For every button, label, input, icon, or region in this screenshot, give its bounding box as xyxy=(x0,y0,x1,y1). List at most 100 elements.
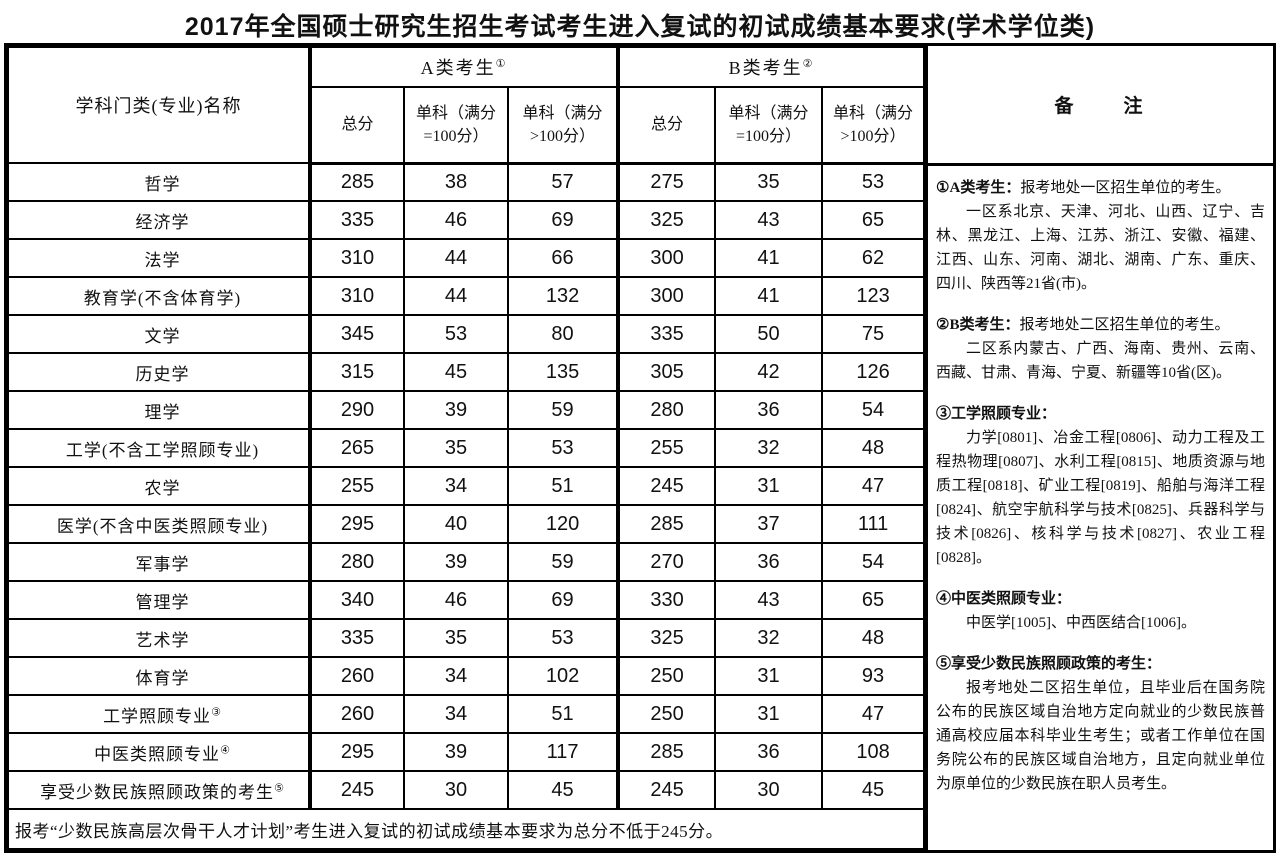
remarks-header: 备 注 xyxy=(928,46,1273,166)
remark-note: ④中医类照顾专业： 中医学[1005]、中西医结合[1006]。 xyxy=(936,587,1265,635)
table-row: 中医类照顾专业④ 295 39 117 285 36 108 xyxy=(7,732,926,772)
score-cell-b-gt100: 75 xyxy=(821,314,926,354)
score-cell-b-total: 330 xyxy=(616,580,717,620)
sub-header-row: 总分 单科（满分=100分） 单科（满分>100分） 总分 单科（满分=100分… xyxy=(8,86,926,165)
remark-note-text: 中医学[1005]、中西医结合[1006]。 xyxy=(966,615,1197,631)
scores-table: 学科门类(专业)名称 A类考生① B类考生② 总分 单科（满分=100分） 单科… xyxy=(6,46,926,850)
score-cell-a-gt100: 59 xyxy=(506,542,620,582)
remark-note-heading: ③工学照顾专业： xyxy=(936,402,1265,426)
score-cell-a-gt100: 117 xyxy=(506,732,620,772)
subject-label: 哲学 xyxy=(144,174,181,194)
table-row: 理学 290 39 59 280 36 54 xyxy=(7,390,926,430)
score-cell-b-eq100: 32 xyxy=(714,618,824,658)
score-cell-b-total: 270 xyxy=(616,542,717,582)
remark-note: ②B类考生：报考地处二区招生单位的考生。 二区系内蒙古、广西、海南、贵州、云南、… xyxy=(936,313,1265,385)
score-cell-a-gt100: 53 xyxy=(506,428,620,468)
score-cell-a-total: 295 xyxy=(308,732,405,772)
subject-label: 医学(不含中医类照顾专业) xyxy=(56,516,269,536)
score-cell-b-total: 285 xyxy=(616,732,717,772)
table-row: 教育学(不含体育学) 310 44 132 300 41 123 xyxy=(7,276,926,316)
score-cell-a-gt100: 69 xyxy=(506,580,620,620)
subject-cell: 艺术学 xyxy=(7,618,311,658)
subject-label: 文学 xyxy=(144,326,181,346)
table-row: 管理学 340 46 69 330 43 65 xyxy=(7,580,926,620)
score-cell-b-gt100: 62 xyxy=(821,238,926,278)
header-b-total: 总分 xyxy=(616,86,717,165)
subject-cell: 农学 xyxy=(7,466,311,506)
table-row: 哲学 285 38 57 275 35 53 xyxy=(7,162,926,202)
score-cell-a-total: 340 xyxy=(308,580,405,620)
remarks-body: ①A类考生：报考地处一区招生单位的考生。 一区系北京、天津、河北、山西、辽宁、吉… xyxy=(928,166,1273,850)
score-cell-b-gt100: 47 xyxy=(821,466,926,506)
score-cell-a-gt100: 135 xyxy=(506,352,620,392)
table-row: 文学 345 53 80 335 50 75 xyxy=(7,314,926,354)
remark-note: ③工学照顾专业： 力学[0801]、冶金工程[0806]、动力工程及工程热物理[… xyxy=(936,402,1265,570)
remark-note: ⑤享受少数民族照顾政策的考生： 报考地处二区招生单位，且毕业后在国务院公布的民族… xyxy=(936,652,1265,796)
header-b-single-eq100: 单科（满分=100分） xyxy=(714,86,824,165)
subject-cell: 医学(不含中医类照顾专业) xyxy=(7,504,311,544)
remark-note-intro: 报考地处二区招生单位的考生。 xyxy=(1019,317,1230,333)
header-a-single-gt100: 单科（满分>100分） xyxy=(506,86,620,165)
subject-footnote-mark: ③ xyxy=(211,705,222,718)
score-cell-a-gt100: 80 xyxy=(506,314,620,354)
score-cell-b-gt100: 48 xyxy=(821,428,926,468)
table-row: 工学照顾专业③ 260 34 51 250 31 47 xyxy=(7,694,926,734)
score-cell-a-eq100: 40 xyxy=(403,504,509,544)
table-row: 经济学 335 46 69 325 43 65 xyxy=(7,200,926,240)
score-cell-b-eq100: 31 xyxy=(714,466,824,506)
subject-cell: 管理学 xyxy=(7,580,311,620)
score-cell-a-eq100: 34 xyxy=(403,694,509,734)
subject-cell: 中医类照顾专业④ xyxy=(7,732,311,772)
score-cell-a-eq100: 53 xyxy=(403,314,509,354)
subject-label: 中医类照顾专业 xyxy=(94,744,221,764)
remark-note-label: ③工学照顾专业： xyxy=(936,406,1057,422)
score-cell-b-eq100: 41 xyxy=(714,276,824,316)
score-cell-b-total: 245 xyxy=(616,770,717,810)
header-b-single-gt100: 单科（满分>100分） xyxy=(821,86,926,165)
score-cell-a-total: 290 xyxy=(308,390,405,430)
score-cell-b-total: 255 xyxy=(616,428,717,468)
score-cell-b-eq100: 30 xyxy=(714,770,824,810)
score-cell-a-eq100: 44 xyxy=(403,238,509,278)
score-cell-b-eq100: 31 xyxy=(714,694,824,734)
score-cell-a-eq100: 35 xyxy=(403,428,509,468)
score-cell-a-eq100: 45 xyxy=(403,352,509,392)
score-cell-b-gt100: 108 xyxy=(821,732,926,772)
score-cell-a-total: 345 xyxy=(308,314,405,354)
score-cell-a-total: 335 xyxy=(308,200,405,240)
score-cell-a-gt100: 51 xyxy=(506,466,620,506)
remark-note-heading: ⑤享受少数民族照顾政策的考生： xyxy=(936,652,1265,676)
score-cell-b-total: 300 xyxy=(616,276,717,316)
score-cell-a-gt100: 59 xyxy=(506,390,620,430)
subject-label: 历史学 xyxy=(135,364,190,384)
score-cell-b-eq100: 50 xyxy=(714,314,824,354)
remark-note-heading: ①A类考生：报考地处一区招生单位的考生。 xyxy=(936,176,1265,200)
remark-note-heading: ④中医类照顾专业： xyxy=(936,587,1265,611)
score-cell-a-gt100: 69 xyxy=(506,200,620,240)
score-cell-b-total: 245 xyxy=(616,466,717,506)
score-cell-a-eq100: 46 xyxy=(403,200,509,240)
score-requirements-sheet: 学科门类(专业)名称 A类考生① B类考生② 总分 单科（满分=100分） 单科… xyxy=(4,43,1276,853)
subject-cell: 文学 xyxy=(7,314,311,354)
score-cell-b-gt100: 65 xyxy=(821,200,926,240)
score-cell-a-gt100: 102 xyxy=(506,656,620,696)
score-cell-a-total: 315 xyxy=(308,352,405,392)
subject-label: 农学 xyxy=(144,478,181,498)
remark-note-label: ⑤享受少数民族照顾政策的考生： xyxy=(936,656,1162,672)
subject-label: 军事学 xyxy=(135,554,190,574)
subject-cell: 理学 xyxy=(7,390,311,430)
header-a-total: 总分 xyxy=(308,86,405,165)
score-cell-a-total: 310 xyxy=(308,276,405,316)
remark-note-label: ④中医类照顾专业： xyxy=(936,591,1072,607)
remark-note-label: ②B类考生： xyxy=(936,317,1020,333)
score-cell-b-gt100: 65 xyxy=(821,580,926,620)
remarks-column: 备 注 ①A类考生：报考地处一区招生单位的考生。 一区系北京、天津、河北、山西、… xyxy=(925,46,1273,850)
subject-cell: 军事学 xyxy=(7,542,311,582)
score-cell-a-eq100: 30 xyxy=(403,770,509,810)
score-cell-b-gt100: 48 xyxy=(821,618,926,658)
score-cell-b-eq100: 32 xyxy=(714,428,824,468)
score-cell-b-eq100: 43 xyxy=(714,580,824,620)
score-cell-b-total: 275 xyxy=(616,162,717,202)
remark-note-text: 一区系北京、天津、河北、山西、辽宁、吉林、黑龙江、上海、江苏、浙江、安徽、福建、… xyxy=(936,204,1265,292)
subject-label: 理学 xyxy=(144,402,181,422)
